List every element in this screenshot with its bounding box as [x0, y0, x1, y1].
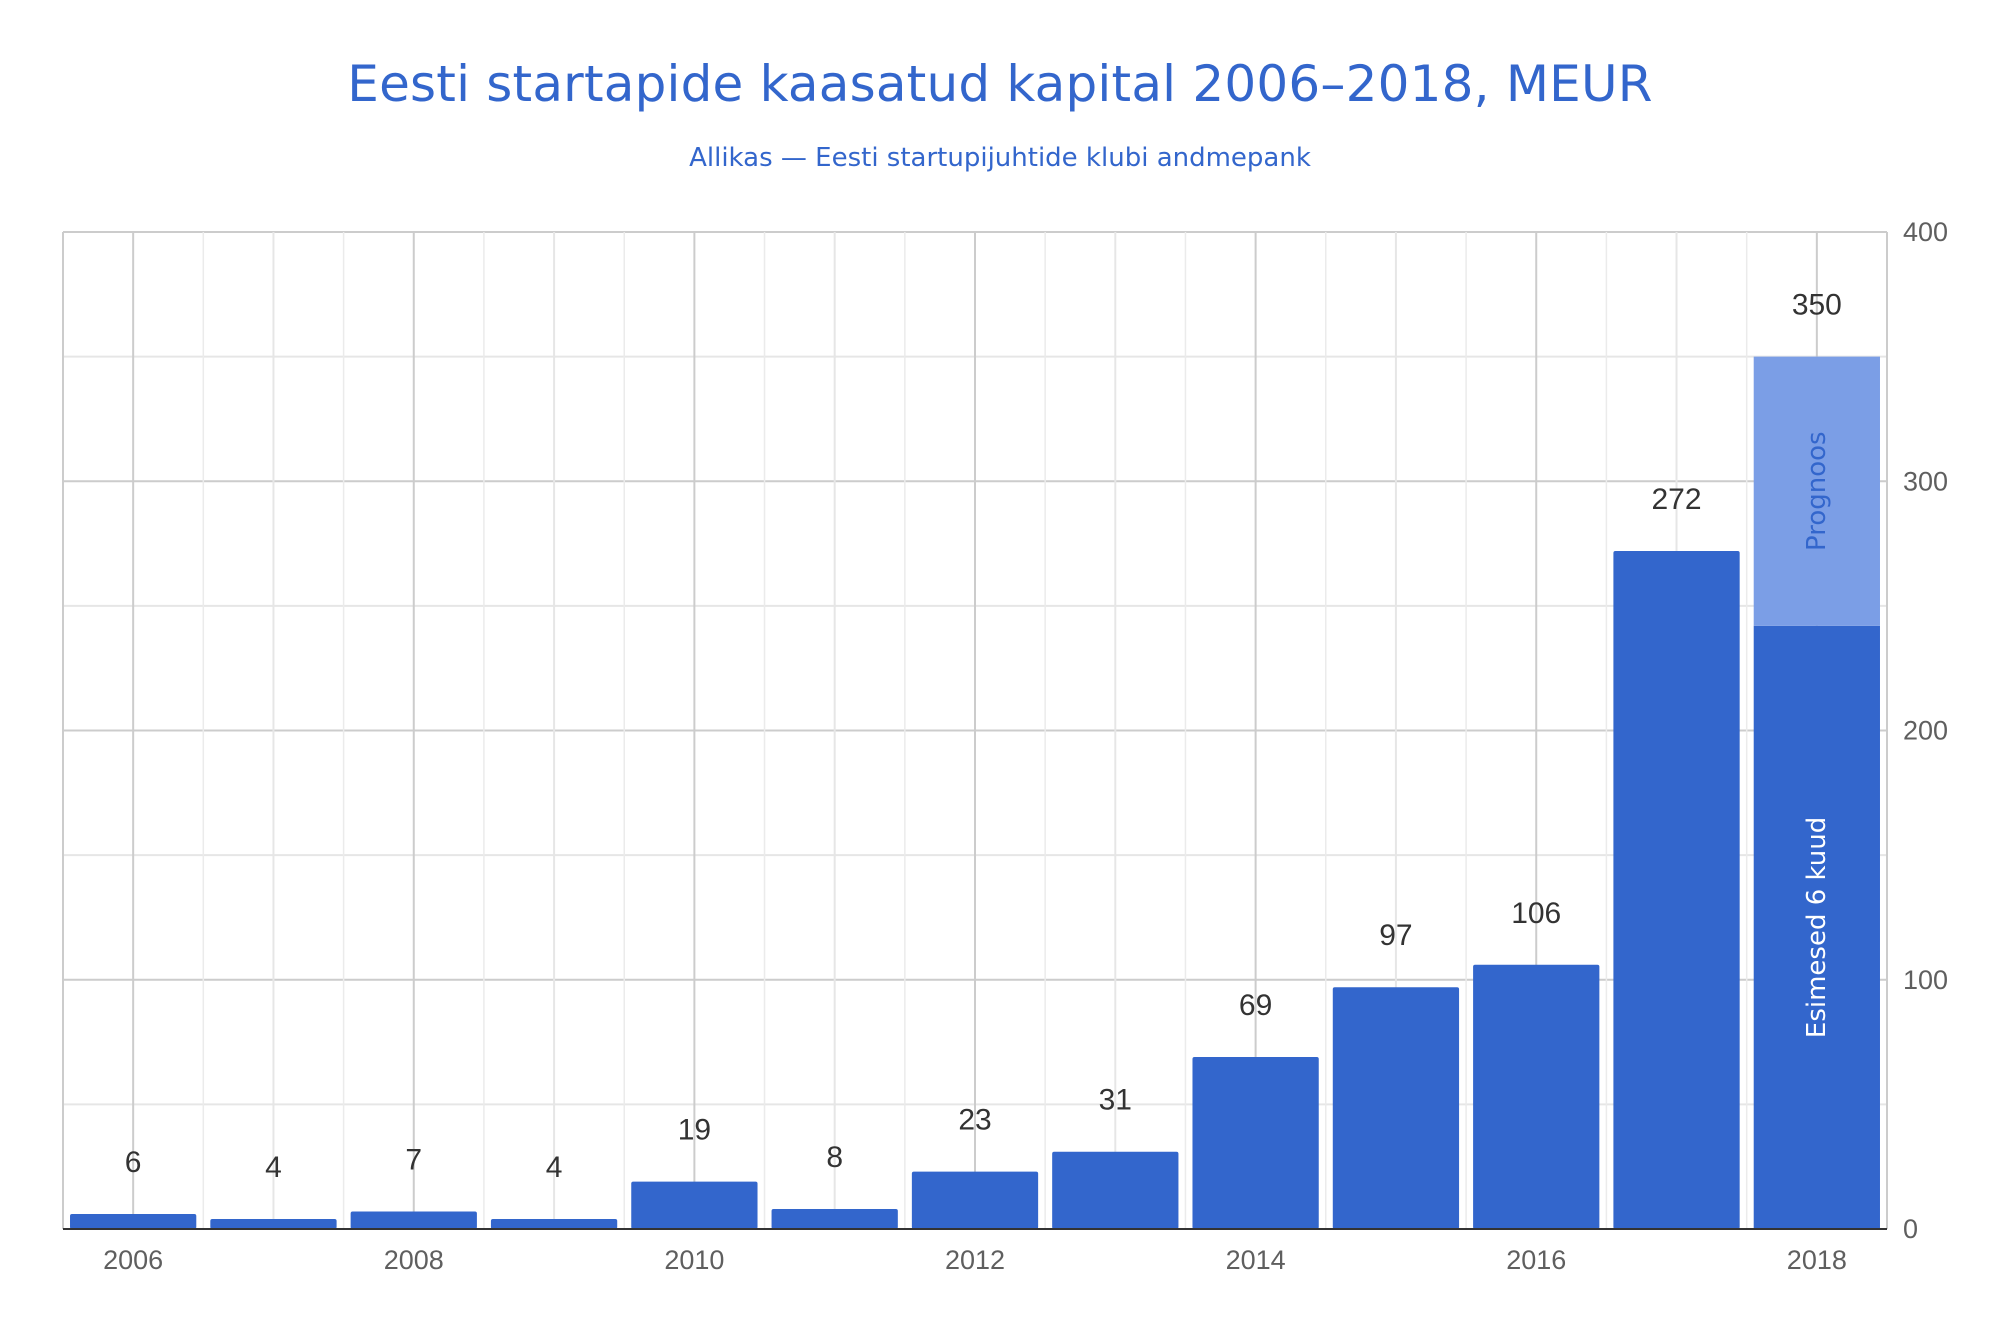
data-labels: 6 4 7 4 19 8 23 31 69 97 106 272 Esimesed 6 kuud Prog…: [125, 289, 1842, 1184]
chart-title: Eesti startapide kaasatud kapital 2006–2…: [347, 55, 1653, 113]
x-tick-label: 2018: [1787, 1245, 1847, 1275]
y-tick-label: 400: [1903, 217, 1948, 247]
data-label: 4: [546, 1151, 563, 1184]
bar: [771, 1209, 898, 1229]
bar: [631, 1181, 758, 1229]
y-tick-label: 300: [1903, 466, 1948, 496]
data-label: 7: [405, 1144, 422, 1177]
segment-label: Prognoos: [1802, 431, 1832, 551]
data-label: 19: [678, 1114, 711, 1147]
y-tick-label: 200: [1903, 716, 1948, 746]
bar: [70, 1214, 197, 1229]
bar: [1332, 987, 1460, 1229]
data-label: 106: [1511, 897, 1561, 930]
bar: [350, 1211, 477, 1229]
data-label: 8: [826, 1141, 843, 1174]
data-label: 69: [1239, 989, 1272, 1022]
bar: [911, 1171, 1039, 1229]
data-label: 350: [1792, 289, 1842, 322]
x-tick-label: 2006: [103, 1245, 163, 1275]
segment-label: Esimesed 6 kuud: [1802, 817, 1832, 1038]
bar-segment-first-half: [1753, 625, 1880, 1229]
bar: [1052, 1151, 1179, 1229]
bar: [490, 1219, 618, 1229]
data-label: 272: [1652, 483, 1702, 516]
x-tick-label: 2014: [1226, 1245, 1286, 1275]
bar: [1192, 1057, 1319, 1229]
bar-segment-forecast: [1753, 356, 1880, 626]
x-tick-label: 2012: [945, 1245, 1005, 1275]
x-tick-label: 2016: [1506, 1245, 1566, 1275]
axes: 2006 2008 2010 2012 2014 2016 2018 0 100 200 300 40…: [63, 217, 1948, 1275]
data-label: 23: [958, 1104, 991, 1137]
bar: [210, 1219, 337, 1229]
data-label: 6: [125, 1146, 142, 1179]
data-label: 97: [1379, 919, 1412, 952]
y-tick-label: 100: [1903, 965, 1948, 995]
bars: [70, 356, 1880, 1229]
bar: [1473, 964, 1600, 1229]
data-label: 31: [1099, 1084, 1132, 1117]
bar: [1613, 551, 1740, 1229]
x-tick-label: 2010: [664, 1245, 724, 1275]
chart-subtitle: Allikas — Eesti startupijuhtide klubi an…: [689, 143, 1311, 173]
data-label: 4: [265, 1151, 282, 1184]
x-tick-label: 2008: [384, 1245, 444, 1275]
y-tick-label: 0: [1903, 1214, 1918, 1244]
